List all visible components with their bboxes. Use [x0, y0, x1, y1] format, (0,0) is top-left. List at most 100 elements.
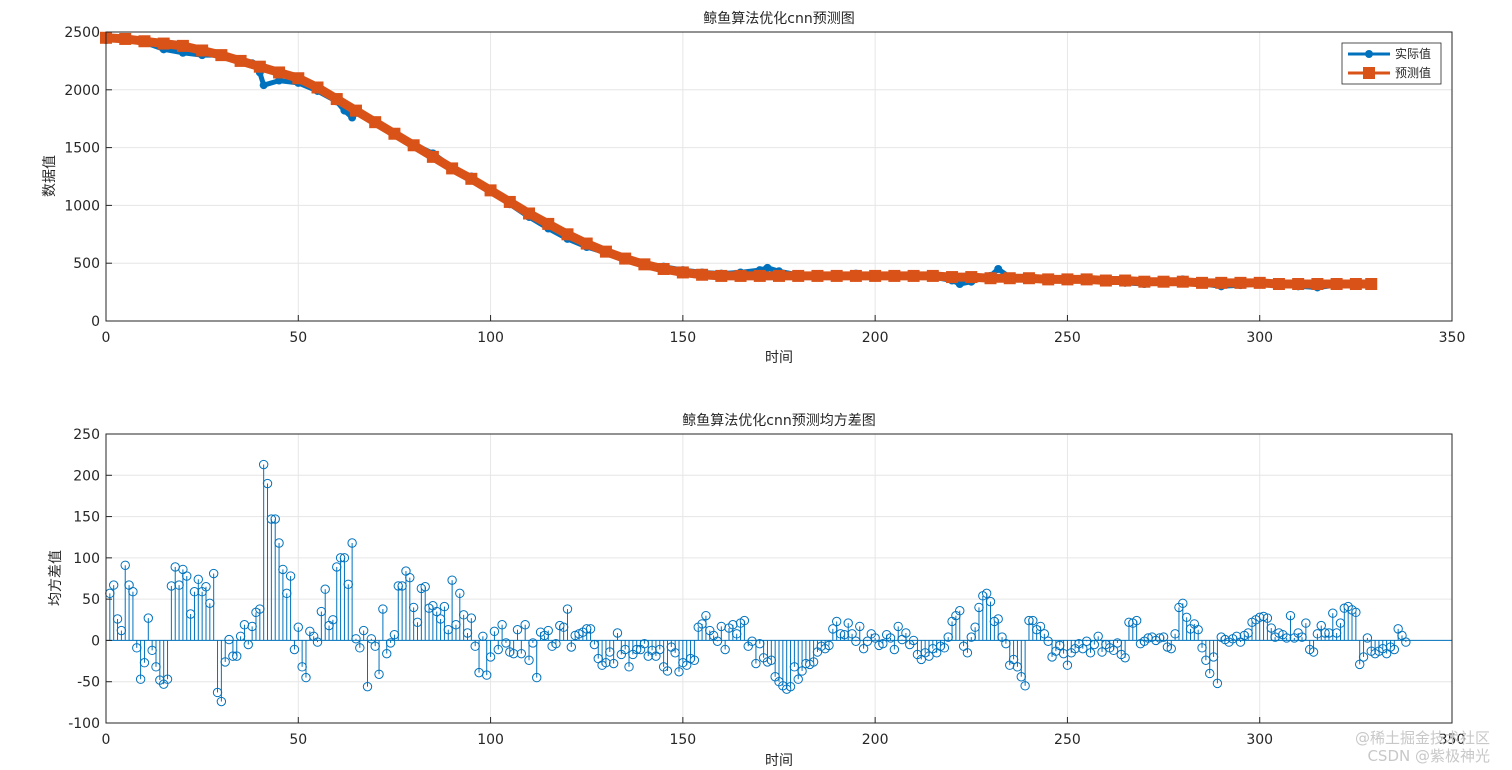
predicted-point — [273, 66, 286, 79]
predicted-point — [369, 116, 382, 129]
stem-marker — [1262, 613, 1273, 623]
predicted-point — [426, 150, 439, 163]
stem-marker — [139, 658, 150, 668]
bottom-chart-ticks: 0 50 100 150 200 250 300 350 -100 -50 0 50 100 150 200… — [68, 427, 1465, 748]
predicted-point — [1042, 273, 1055, 286]
stem-marker — [366, 634, 377, 644]
stem-marker — [1181, 612, 1192, 623]
stem-marker — [1078, 643, 1088, 654]
bottom-xtick-label: 150 — [669, 732, 696, 748]
stem-marker — [924, 651, 934, 661]
stem-marker — [455, 588, 465, 599]
top-chart-plot-area — [100, 31, 1378, 292]
stem-marker — [1193, 624, 1203, 635]
stem-marker — [1028, 615, 1038, 626]
stem-marker — [689, 655, 700, 665]
top-xtick-label: 50 — [289, 330, 307, 346]
stem-marker — [1301, 618, 1311, 628]
predicted-point — [619, 252, 632, 265]
stem-marker — [112, 614, 123, 624]
stem-marker — [566, 642, 577, 652]
predicted-point — [196, 44, 209, 57]
stem-marker — [201, 582, 211, 592]
predicted-point — [965, 271, 978, 284]
stem-marker — [258, 459, 269, 470]
predicted-point — [830, 269, 843, 282]
stem-marker — [520, 620, 530, 630]
top-ytick-label: 2000 — [64, 83, 100, 99]
stem-marker — [262, 478, 273, 489]
predicted-point — [311, 81, 324, 94]
stem-marker — [224, 634, 234, 645]
stem-marker — [835, 629, 846, 639]
predicted-point — [696, 268, 709, 281]
stem-marker — [955, 606, 965, 616]
stem-marker — [220, 657, 230, 667]
top-ytick-label: 1000 — [64, 198, 100, 214]
bottom-chart-plot-area — [105, 459, 1452, 707]
stem-marker — [301, 672, 311, 683]
stem-marker — [270, 514, 280, 524]
top-xtick-label: 150 — [669, 330, 696, 346]
predicted-point — [811, 269, 824, 282]
predicted-point — [792, 269, 805, 282]
stem-marker — [1401, 637, 1411, 647]
stem-marker — [497, 620, 507, 630]
predicted-point — [330, 93, 343, 106]
stem-marker — [493, 644, 503, 655]
top-ytick-label: 0 — [91, 314, 100, 330]
predicted-point — [349, 104, 362, 117]
stem-marker — [858, 643, 869, 654]
stem-marker — [378, 604, 388, 614]
predicted-point — [1311, 278, 1324, 291]
stem-marker — [1035, 621, 1046, 632]
stem-marker — [362, 681, 373, 692]
predicted-point — [1138, 275, 1151, 288]
top-chart-ticks: 0 50 100 150 200 250 300 350 0 500 1000 1500 2000 250… — [64, 25, 1465, 346]
stem-marker — [243, 639, 253, 650]
stem-marker — [439, 601, 450, 612]
stem-marker — [347, 538, 357, 548]
stem-marker — [1205, 668, 1215, 679]
predicted-point — [1176, 275, 1189, 288]
stem-marker — [1166, 643, 1176, 654]
bottom-xtick-label: 0 — [102, 732, 111, 748]
stem-marker — [1108, 645, 1119, 656]
predicted-point — [580, 237, 593, 250]
bottom-chart-title: 鲸鱼算法优化cnn预测均方差图 — [682, 412, 875, 429]
top-chart-xlabel: 时间 — [765, 350, 793, 366]
stem-marker — [939, 643, 950, 653]
stem-marker — [751, 658, 761, 669]
stem-marker — [489, 626, 500, 637]
legend-label-predicted: 预测值 — [1395, 65, 1431, 80]
top-xtick-label: 0 — [102, 330, 111, 346]
bottom-chart-xlabel: 时间 — [765, 753, 793, 769]
stem-marker — [339, 553, 350, 563]
stem-marker — [385, 638, 396, 648]
stem-marker — [1308, 647, 1319, 657]
top-chart: 0 50 100 150 200 250 300 350 0 500 1000 1500 2000 250… — [42, 10, 1465, 366]
stem-marker — [562, 604, 573, 614]
predicted-point — [1272, 278, 1285, 291]
predicted-point — [465, 172, 478, 185]
stem-marker — [1351, 607, 1361, 618]
predicted-point — [523, 207, 536, 220]
predicted-point — [1330, 278, 1343, 291]
predicted-point — [1157, 275, 1170, 288]
stem-marker — [358, 625, 369, 636]
bottom-ytick-label: 100 — [73, 551, 100, 567]
series-predicted — [100, 31, 1378, 291]
stem-marker — [285, 571, 296, 581]
bottom-chart-ylabel: 均方差值 — [48, 550, 64, 606]
stem-marker — [962, 648, 973, 658]
stem-marker — [543, 625, 553, 636]
actual-point — [275, 76, 284, 85]
stem-marker — [1158, 632, 1169, 642]
stem-marker — [508, 648, 519, 659]
top-chart-ylabel: 数据值 — [42, 155, 58, 197]
actual-point — [259, 81, 268, 90]
stem-marker — [885, 633, 896, 643]
predicted-point — [1365, 278, 1378, 291]
stem-marker — [870, 633, 880, 643]
stem-marker — [785, 681, 796, 692]
